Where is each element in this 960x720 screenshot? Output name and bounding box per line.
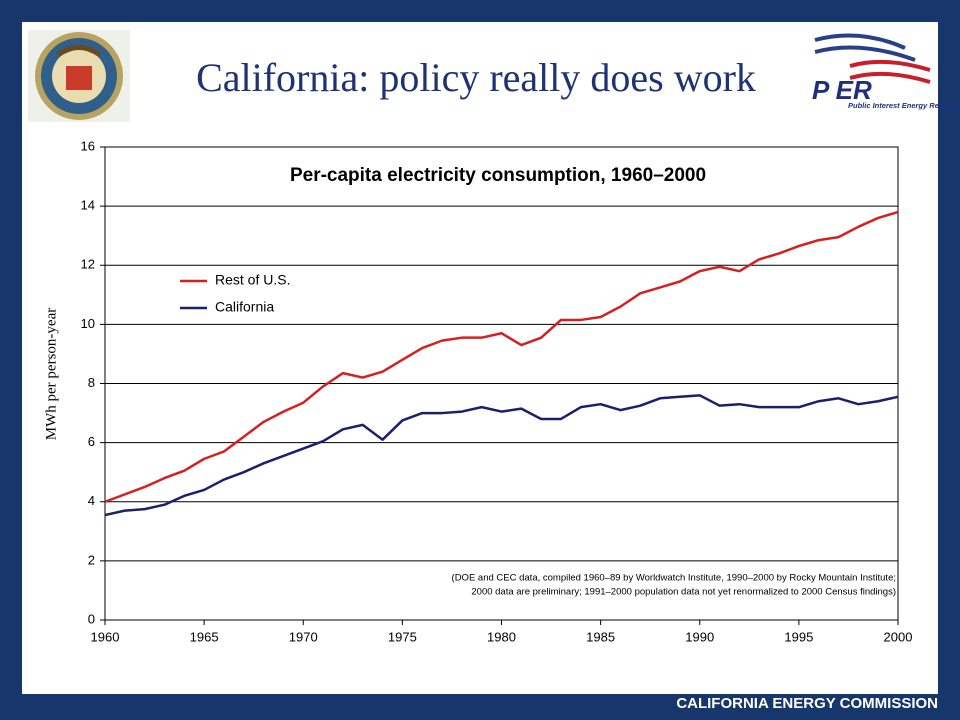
y-tick-label: 0 [88,611,95,626]
annotation: (DOE and CEC data, compiled 1960–89 by W… [452,573,896,584]
x-tick-label: 1970 [289,629,318,644]
logo-letters: P ER [812,75,872,105]
line-series [104,394,899,517]
y-tick-label: 12 [81,257,95,272]
y-tick-label: 8 [88,375,95,390]
chart-title: Per-capita electricity consumption, 1960… [290,165,706,186]
x-tick-label: 1965 [190,629,219,644]
slide-title: California: policy really does work [196,55,756,100]
y-tick-label: 4 [88,493,95,508]
logo-tagline: Public Interest Energy Research [848,101,960,110]
x-tick-label: 1995 [784,629,813,644]
x-tick-label: 2000 [884,629,913,644]
y-tick-label: 14 [81,198,95,213]
annotation: 2000 data are preliminary; 1991–2000 pop… [471,587,896,598]
seal-logo [28,30,130,122]
slide-body [22,22,938,694]
legend-label: Rest of U.S. [215,272,290,288]
y-tick-label: 6 [88,434,95,449]
y-axis-label: MWh per person-year [43,308,59,440]
x-tick-label: 1985 [586,629,615,644]
legend-label: California [215,299,274,315]
y-tick-label: 16 [81,138,95,153]
x-tick-label: 1960 [91,629,120,644]
line-series [104,210,899,503]
y-tick-label: 10 [81,316,95,331]
x-tick-label: 1990 [685,629,714,644]
x-tick-label: 1975 [388,629,417,644]
pier-logo: P ER Public Interest Energy Research [812,33,960,110]
y-tick-label: 2 [88,552,95,567]
footer: CALIFORNIA ENERGY COMMISSION [676,695,938,712]
x-tick-label: 1980 [487,629,516,644]
plot-frame [104,146,899,621]
